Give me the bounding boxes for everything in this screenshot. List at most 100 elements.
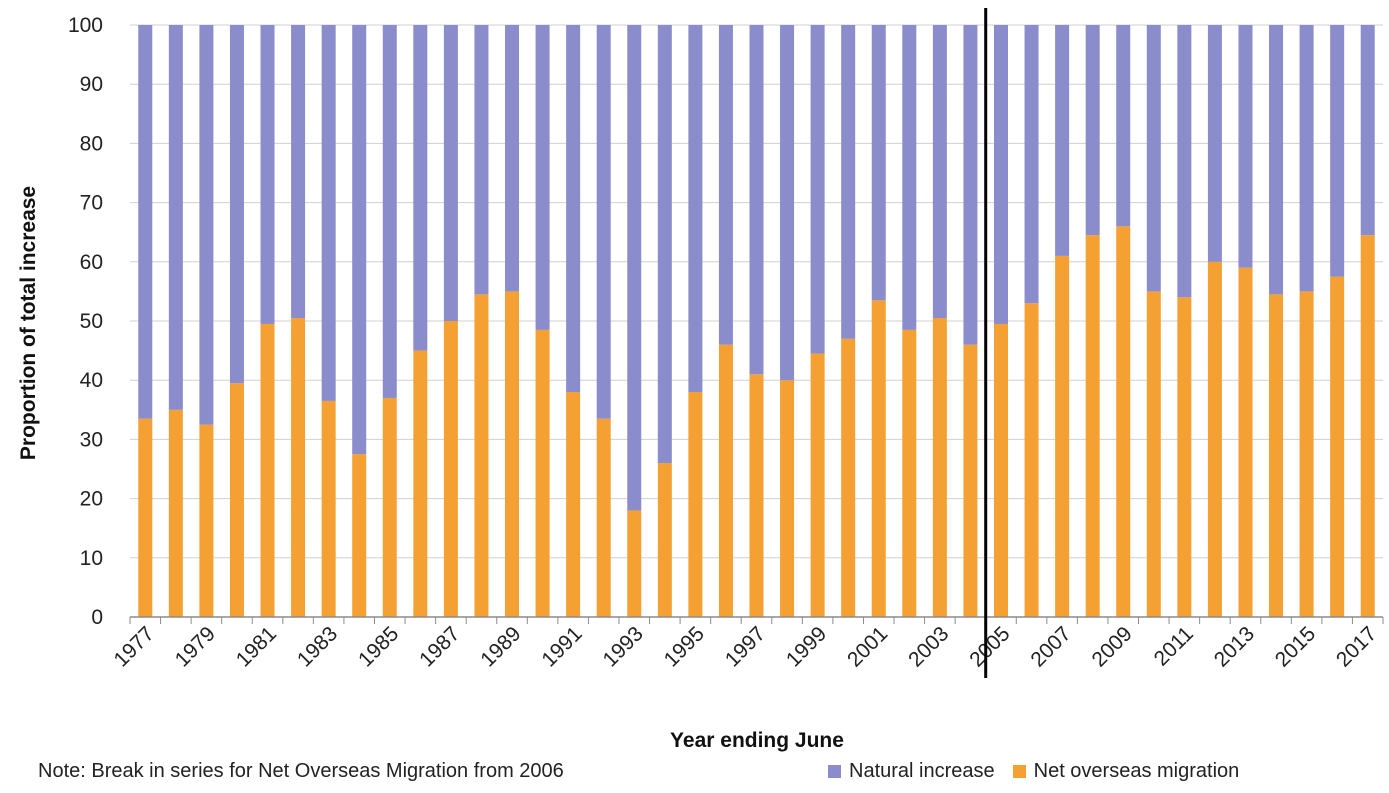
bar-net-overseas-migration-2005 [993,323,1008,617]
x-tick-label-2009: 2009 [1087,622,1136,671]
x-tick-label-1989: 1989 [476,622,525,671]
bar-net-overseas-migration-1994 [657,463,672,617]
legend-item-natural-increase: Natural increase [828,760,995,783]
bar-natural-increase-2006 [1024,25,1039,304]
bar-net-overseas-migration-1990 [535,329,550,617]
bar-net-overseas-migration-1996 [718,344,733,617]
x-tick-label-1983: 1983 [293,622,342,671]
bar-net-overseas-migration-1987 [443,321,458,617]
bar-net-overseas-migration-1995 [688,392,703,617]
x-tick-label-1981: 1981 [232,622,281,671]
x-tick-label-2017: 2017 [1332,622,1381,671]
bar-net-overseas-migration-1985 [382,397,397,617]
x-tick-label-1993: 1993 [598,622,647,671]
bar-natural-increase-1995 [688,25,703,393]
y-axis-title: Proportion of total increase [17,186,40,460]
y-tick-label-100: 100 [68,14,103,37]
y-tick-label-40: 40 [80,369,103,392]
bar-natural-increase-2009 [1116,25,1131,227]
bar-natural-increase-2013 [1238,25,1253,268]
y-tick-label-0: 0 [91,606,103,629]
x-tick-label-1995: 1995 [660,622,709,671]
bar-net-overseas-migration-2016 [1330,276,1345,617]
x-axis-ticks: 1977 1979 1981 1983 1985 1987 1989 1991 1993 1995… [110,622,1382,671]
y-tick-label-90: 90 [80,73,103,96]
bar-natural-increase-1993 [627,25,642,511]
bar-net-overseas-migration-2013 [1238,267,1253,617]
bar-natural-increase-1997 [749,25,764,375]
bar-natural-increase-2012 [1207,25,1222,262]
bar-net-overseas-migration-2003 [932,318,947,617]
bar-net-overseas-migration-1986 [413,350,428,617]
bar-natural-increase-2004 [963,25,978,345]
x-tick-label-2015: 2015 [1271,622,1320,671]
legend-label-net-overseas-migration: Net overseas migration [1033,760,1240,782]
bar-net-overseas-migration-1993 [627,510,642,617]
bar-net-overseas-migration-2008 [1085,235,1100,617]
x-tick-label-2007: 2007 [1026,622,1075,671]
bar-net-overseas-migration-2011 [1177,297,1192,617]
y-tick-label-60: 60 [80,251,103,274]
bar-natural-increase-1991 [566,25,581,393]
bar-natural-increase-2014 [1269,25,1284,295]
bar-natural-increase-1987 [443,25,458,321]
bar-net-overseas-migration-1977 [138,418,153,617]
legend-swatch-natural-increase [828,765,841,778]
bar-net-overseas-migration-1979 [199,424,214,617]
bar-natural-increase-1979 [199,25,214,425]
y-tick-label-20: 20 [80,488,103,511]
bar-net-overseas-migration-2009 [1116,226,1131,617]
bar-natural-increase-1977 [138,25,153,419]
x-tick-label-1979: 1979 [171,622,220,671]
x-tick-label-1987: 1987 [415,622,464,671]
bar-net-overseas-migration-1982 [291,318,306,617]
bar-natural-increase-2005 [993,25,1008,324]
x-tick-label-1985: 1985 [354,622,403,671]
bar-natural-increase-1992 [596,25,611,419]
bar-natural-increase-1999 [810,25,825,354]
x-axis [129,616,1384,624]
y-tick-label-80: 80 [80,132,103,155]
bar-natural-increase-1994 [657,25,672,464]
bar-net-overseas-migration-1980 [229,383,244,617]
y-tick-label-70: 70 [80,192,103,215]
legend-label-natural-increase: Natural increase [849,760,995,782]
bar-net-overseas-migration-2012 [1207,261,1222,617]
bar-net-overseas-migration-1988 [474,294,489,617]
bar-net-overseas-migration-2000 [841,338,856,617]
x-tick-label-2001: 2001 [843,622,892,671]
x-tick-label-2013: 2013 [1210,622,1259,671]
bar-natural-increase-1983 [321,25,336,401]
x-axis-title: Year ending June [670,729,844,752]
bar-natural-increase-2011 [1177,25,1192,298]
y-tick-label-10: 10 [80,547,103,570]
legend-swatch-net-overseas-migration [1012,765,1026,778]
bar-natural-increase-1978 [168,25,183,410]
bar-net-overseas-migration-1984 [352,454,367,617]
x-tick-label-1999: 1999 [782,622,831,671]
bar-natural-increase-2000 [841,25,856,339]
x-tick-label-1991: 1991 [537,622,586,671]
bar-natural-increase-1986 [413,25,428,351]
bar-net-overseas-migration-1981 [260,323,275,617]
x-tick-label-2011: 2011 [1150,622,1198,670]
bar-natural-increase-1996 [718,25,733,345]
legend: Natural increase Net overseas migration [828,760,1239,783]
bar-natural-increase-1985 [382,25,397,398]
x-tick-label-1997: 1997 [721,622,770,671]
legend-item-net-overseas-migration: Net overseas migration [1012,760,1240,783]
bar-natural-increase-1990 [535,25,550,330]
bar-net-overseas-migration-1983 [321,400,336,617]
bar-net-overseas-migration-2015 [1299,291,1314,617]
bar-natural-increase-1998 [780,25,795,381]
bar-natural-increase-1988 [474,25,489,295]
bar-natural-increase-1984 [352,25,367,455]
chart-note: Note: Break in series for Net Overseas M… [38,760,564,782]
bar-net-overseas-migration-2007 [1055,255,1070,617]
bar-net-overseas-migration-1999 [810,353,825,617]
bar-natural-increase-1981 [260,25,275,324]
bar-natural-increase-2007 [1055,25,1070,256]
bar-net-overseas-migration-2001 [871,300,886,617]
bar-natural-increase-2001 [871,25,886,301]
